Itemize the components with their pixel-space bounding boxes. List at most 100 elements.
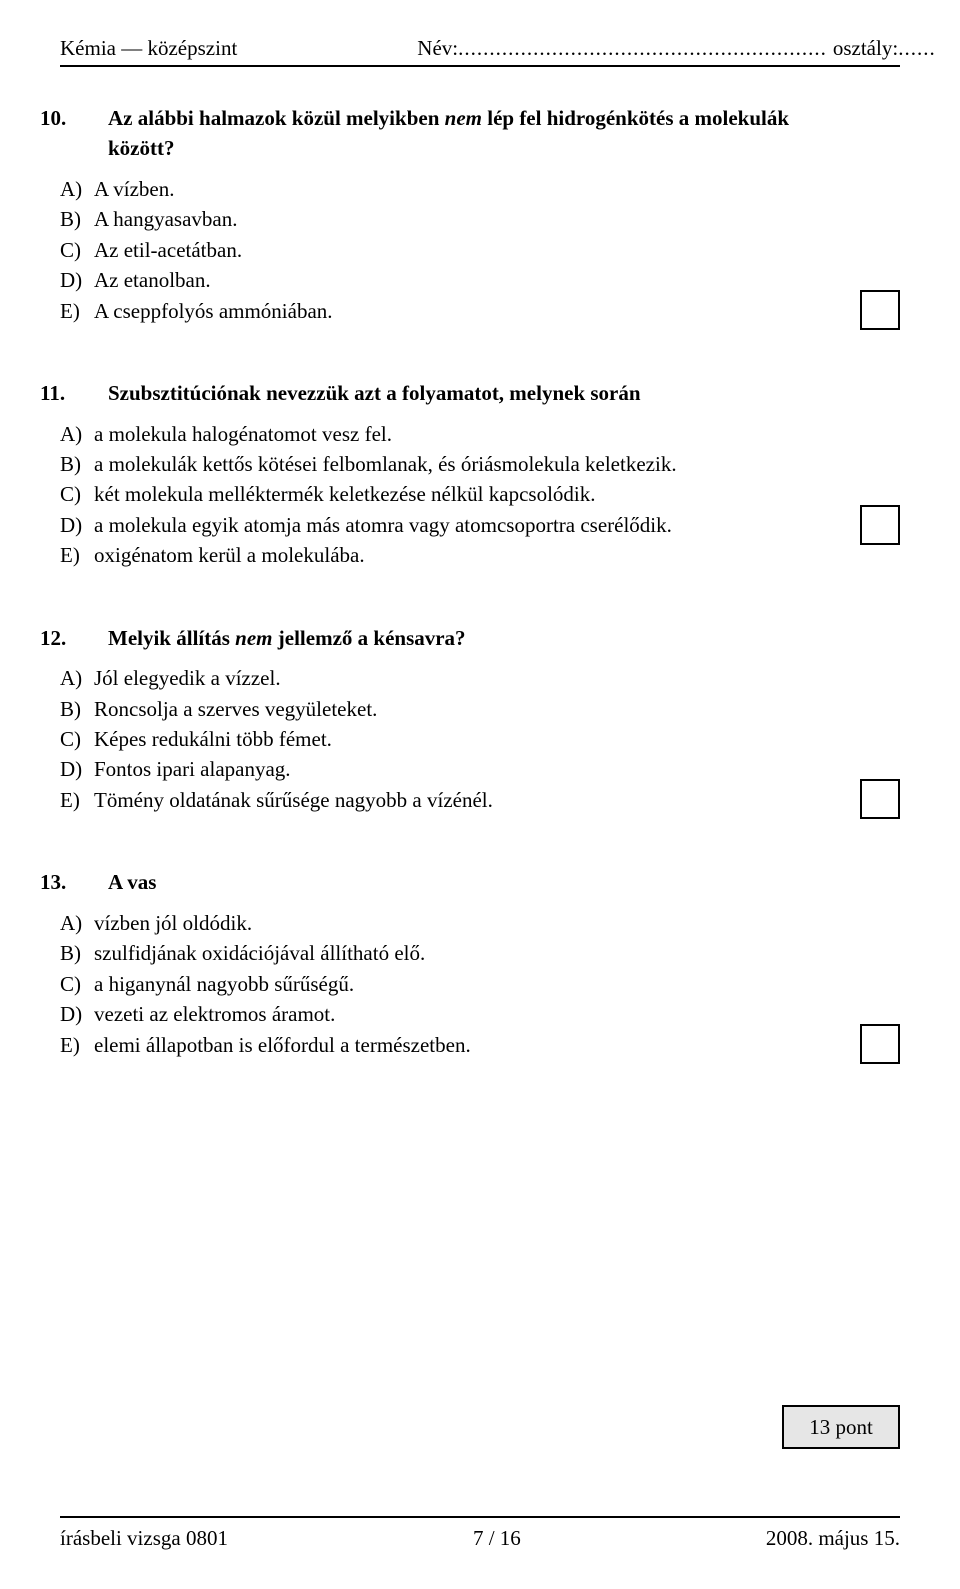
option-10-e[interactable]: E)A cseppfolyós ammóniában. [60,296,810,326]
option-11-b[interactable]: B)a molekulák kettős kötései felbomlanak… [60,449,810,479]
option-letter: B) [60,694,94,724]
option-12-e[interactable]: E)Tömény oldatának sűrűsége nagyobb a ví… [60,785,810,815]
option-11-d[interactable]: D)a molekula egyik atomja más atomra vag… [60,510,810,540]
question-12-options: A)Jól elegyedik a vízzel. B)Roncsolja a … [60,663,810,815]
option-letter: E) [60,540,94,570]
option-10-b[interactable]: B)A hangyasavban. [60,204,810,234]
name-dots: ........................................… [458,36,827,60]
option-text: A cseppfolyós ammóniában. [94,296,333,326]
option-13-c[interactable]: C)a higanynál nagyobb sűrűségű. [60,969,810,999]
question-13: 13.A vas A)vízben jól oldódik. B)szulfid… [60,867,900,1060]
score-box: 13 pont [782,1405,900,1449]
q12-text-a: Melyik állítás [108,626,235,650]
option-letter: C) [60,235,94,265]
option-text: oxigénatom kerül a molekulába. [94,540,365,570]
option-10-a[interactable]: A)A vízben. [60,174,810,204]
option-letter: C) [60,969,94,999]
option-text: Roncsolja a szerves vegyületeket. [94,694,377,724]
option-letter: E) [60,785,94,815]
q12-text-italic: nem [235,626,272,650]
option-letter: D) [60,999,94,1029]
option-text: A vízben. [94,174,174,204]
option-letter: A) [60,908,94,938]
option-letter: A) [60,663,94,693]
answer-box-12[interactable] [860,779,900,819]
option-text: Jól elegyedik a vízzel. [94,663,281,693]
option-text: két molekula melléktermék keletkezése né… [94,479,596,509]
option-text: vezeti az elektromos áramot. [94,999,335,1029]
option-text: a molekulák kettős kötései felbomlanak, … [94,449,677,479]
option-11-e[interactable]: E)oxigénatom kerül a molekulába. [60,540,810,570]
question-12-number: 12. [74,623,108,653]
option-12-a[interactable]: A)Jól elegyedik a vízzel. [60,663,810,693]
question-10-number: 10. [74,103,108,133]
option-letter: D) [60,265,94,295]
answer-box-13[interactable] [860,1024,900,1064]
score-text: 13 pont [809,1415,873,1440]
option-13-a[interactable]: A)vízben jól oldódik. [60,908,810,938]
option-letter: A) [60,419,94,449]
option-letter: B) [60,449,94,479]
answer-box-11[interactable] [860,505,900,545]
option-text: Képes redukálni több fémet. [94,724,332,754]
question-11: 11.Szubsztitúciónak nevezzük azt a folya… [60,378,900,571]
option-12-c[interactable]: C)Képes redukálni több fémet. [60,724,810,754]
question-11-text: 11.Szubsztitúciónak nevezzük azt a folya… [108,378,810,408]
option-10-d[interactable]: D)Az etanolban. [60,265,810,295]
q13-text: A vas [108,870,156,894]
option-11-c[interactable]: C)két molekula melléktermék keletkezése … [60,479,810,509]
option-10-c[interactable]: C)Az etil-acetátban. [60,235,810,265]
q10-text-a: Az alábbi halmazok közül melyikben [108,106,445,130]
option-letter: D) [60,754,94,784]
question-10: 10.Az alábbi halmazok közül melyikben ne… [60,103,900,326]
question-11-options: A)a molekula halogénatomot vesz fel. B)a… [60,419,810,571]
class-label: osztály: [833,36,898,60]
question-11-number: 11. [74,378,108,408]
option-letter: A) [60,174,94,204]
page-footer: írásbeli vizsga 0801 7 / 16 2008. május … [60,1516,900,1551]
footer-divider [60,1516,900,1518]
question-12-text: 12.Melyik állítás nem jellemző a kénsavr… [108,623,810,653]
option-text: Az etanolban. [94,265,211,295]
exam-page: Kémia — középszint Név:.................… [0,0,960,1589]
question-13-number: 13. [74,867,108,897]
option-13-d[interactable]: D)vezeti az elektromos áramot. [60,999,810,1029]
option-letter: B) [60,938,94,968]
option-text: vízben jól oldódik. [94,908,252,938]
option-text: Fontos ipari alapanyag. [94,754,291,784]
footer-center: 7 / 16 [473,1526,521,1551]
class-dots: ...... [898,36,936,60]
footer-row: írásbeli vizsga 0801 7 / 16 2008. május … [60,1526,900,1551]
option-13-b[interactable]: B)szulfidjának oxidációjával állítható e… [60,938,810,968]
option-text: szulfidjának oxidációjával állítható elő… [94,938,425,968]
name-field: Név:....................................… [417,36,827,61]
option-letter: E) [60,1030,94,1060]
option-letter: C) [60,479,94,509]
question-10-text: 10.Az alábbi halmazok közül melyikben ne… [108,103,810,164]
option-text: elemi állapotban is előfordul a természe… [94,1030,471,1060]
option-text: A hangyasavban. [94,204,237,234]
option-letter: D) [60,510,94,540]
option-letter: C) [60,724,94,754]
question-13-text: 13.A vas [108,867,810,897]
name-label: Név: [417,36,458,60]
option-text: a molekula halogénatomot vesz fel. [94,419,392,449]
q12-text-b: jellemző a kénsavra? [273,626,466,650]
option-12-d[interactable]: D)Fontos ipari alapanyag. [60,754,810,784]
question-12: 12.Melyik állítás nem jellemző a kénsavr… [60,623,900,816]
content-area: 10.Az alábbi halmazok közül melyikben ne… [60,67,900,1060]
option-text: Az etil-acetátban. [94,235,242,265]
option-letter: E) [60,296,94,326]
question-10-options: A)A vízben. B)A hangyasavban. C)Az etil-… [60,174,810,326]
option-11-a[interactable]: A)a molekula halogénatomot vesz fel. [60,419,810,449]
option-13-e[interactable]: E)elemi állapotban is előfordul a termés… [60,1030,810,1060]
answer-box-10[interactable] [860,290,900,330]
option-12-b[interactable]: B)Roncsolja a szerves vegyületeket. [60,694,810,724]
footer-right: 2008. május 15. [766,1526,900,1551]
option-text: Tömény oldatának sűrűsége nagyobb a vízé… [94,785,493,815]
option-letter: B) [60,204,94,234]
q10-text-italic: nem [445,106,482,130]
footer-left: írásbeli vizsga 0801 [60,1526,228,1551]
subject-level: Kémia — középszint [60,36,237,61]
option-text: a higanynál nagyobb sűrűségű. [94,969,354,999]
